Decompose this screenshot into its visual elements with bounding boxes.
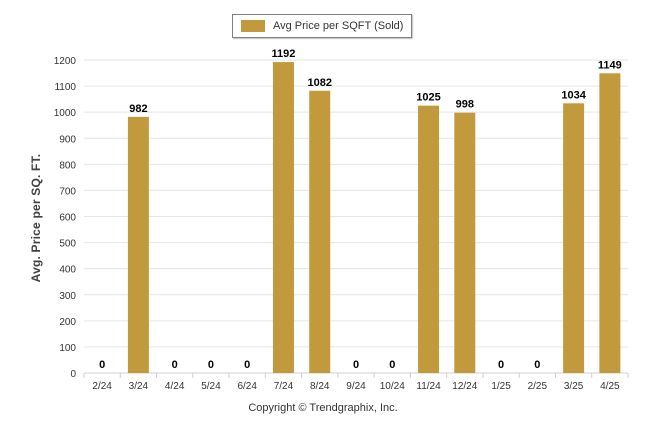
data-label: 982 [129,103,147,115]
x-tick-label: 11/24 [416,381,441,392]
data-label: 0 [244,359,250,371]
x-tick-label: 5/24 [201,381,221,392]
y-tick-label: 400 [59,265,76,276]
data-label: 1082 [307,77,331,89]
data-label: 0 [353,359,359,371]
y-tick-label: 900 [59,134,76,145]
legend-label: Avg Price per SQFT (Sold) [273,20,404,32]
bar [454,112,476,374]
x-tick-labels: 2/24 3/24 4/24 5/24 6/24 7/24 8/24 9/24 10/24 11/… [92,381,620,392]
y-tick-label: 500 [59,239,76,250]
y-tick-labels: 0 100 200 300 400 500 600 700 800 900 1000 1100 1200 [54,56,77,380]
data-label: 1192 [272,48,296,60]
bar [127,116,149,373]
data-labels: 0 982 0 0 0 1192 1082 0 0 1025 998 0 0 1034 1149 [99,48,622,371]
x-tick-label: 10/24 [380,381,405,392]
data-label: 0 [534,359,540,371]
data-label: 0 [389,359,395,371]
x-tick-label: 8/24 [310,381,330,392]
y-tick-label: 1100 [54,82,76,93]
bar [309,90,331,374]
y-tick-label: 800 [59,160,76,171]
legend[interactable]: Avg Price per SQFT (Sold) [232,14,412,38]
x-tick-label: 1/25 [491,381,511,392]
bar [599,73,621,374]
x-tick-label: 9/24 [346,381,366,392]
data-label: 1149 [598,59,622,71]
data-label: 998 [456,99,474,111]
x-tick-label: 6/24 [237,381,257,392]
gridlines [83,59,629,378]
legend-swatch [241,20,265,32]
x-tick-label: 12/24 [452,381,477,392]
data-label: 0 [172,359,178,371]
data-label: 0 [208,359,214,371]
y-tick-label: 1200 [54,56,77,67]
data-label: 0 [99,359,105,371]
bars [127,62,621,374]
bar [272,62,294,373]
y-tick-label: 100 [59,343,76,354]
bar [563,103,585,373]
x-tick-label: 2/25 [528,381,548,392]
x-tick-label: 2/24 [92,381,112,392]
x-tick-label: 7/24 [274,381,294,392]
data-label: 1025 [416,92,440,104]
x-tick-label: 4/24 [165,381,185,392]
data-label: 1034 [561,89,586,101]
y-tick-label: 300 [59,291,76,302]
y-tick-label: 1000 [54,108,77,119]
x-tick-label: 3/25 [564,381,584,392]
y-tick-label: 200 [59,317,76,328]
data-label: 0 [498,359,504,371]
y-axis-label: Avg. Price per SQ. FT. [29,153,43,283]
x-tick-label: 4/25 [600,381,620,392]
bar [418,105,440,373]
y-tick-label: 600 [59,213,76,224]
copyright-text: Copyright © Trendgraphix, Inc. [248,402,398,414]
x-tick-label: 3/24 [129,381,149,392]
y-tick-label: 700 [59,186,76,197]
y-tick-label: 0 [70,369,76,380]
